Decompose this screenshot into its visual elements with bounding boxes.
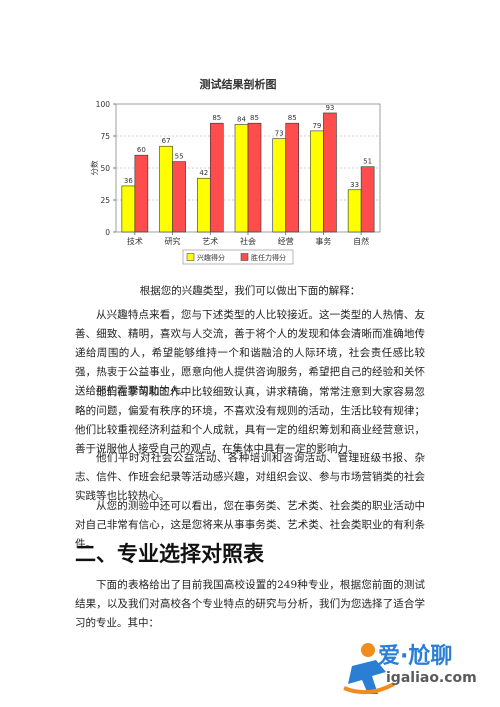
- y-tick-label: 100: [96, 100, 111, 109]
- bar-interest: [347, 189, 362, 233]
- y-tick-label: 75: [100, 132, 110, 141]
- bar-interest: [159, 145, 173, 233]
- x-tick-label: 事务: [315, 236, 331, 246]
- site-logo: 爱·尬聊 igaliao.com: [338, 636, 498, 702]
- data-label: 93: [325, 104, 334, 112]
- paragraph-2: 他们在学习和工作中比较细致认真，讲求精确，常常注意到大家容易忽略的问题，偏爱有秩…: [75, 386, 425, 455]
- chart: 测试结果剖析图 0 25 50 75 100 分数 36 60 技术 67 55 研究 42 85 艺术 84…: [88, 74, 388, 270]
- legend-swatch: [240, 253, 249, 261]
- x-tick-label: 技术: [127, 236, 143, 246]
- data-label: 85: [288, 114, 297, 122]
- bar-competence: [323, 112, 337, 233]
- data-label: 67: [162, 137, 171, 145]
- bar-competence: [285, 122, 300, 233]
- logo-url: igaliao.com: [386, 670, 477, 686]
- x-tick-label: 自然: [353, 236, 369, 246]
- legend-label: 胜任力得分: [251, 253, 286, 262]
- x-tick-label: 经营: [278, 236, 294, 246]
- data-label: 36: [124, 177, 133, 185]
- section-heading: 二、专业选择对照表: [75, 542, 264, 566]
- logo-name: 爱·尬聊: [378, 644, 453, 669]
- paragraph-4: 从您的测验中还可以看出，您在事务类、艺术类、社会类的职业活动中对自己非常有信心，…: [75, 500, 425, 550]
- y-tick-label: 25: [100, 196, 110, 205]
- bar-competence: [247, 122, 262, 233]
- data-label: 85: [212, 114, 221, 122]
- bar-interest: [234, 124, 249, 233]
- paragraph-1: 从兴趣特点来看，您与下述类型的人比较接近。这一类型的人热情、友善、细致、精明，喜…: [75, 309, 425, 397]
- x-tick-label: 艺术: [202, 236, 218, 246]
- data-label: 84: [237, 115, 246, 123]
- data-label: 55: [175, 153, 184, 161]
- data-label: 60: [137, 146, 146, 154]
- y-axis-label: 分数: [89, 160, 99, 175]
- data-label: 85: [250, 114, 259, 122]
- bar-interest: [310, 130, 324, 233]
- data-label: 51: [363, 158, 372, 166]
- bar-competence: [360, 166, 375, 233]
- bar-interest: [121, 185, 136, 233]
- bar-competence: [134, 154, 149, 233]
- intro-line: 根据您的兴趣类型，我们可以做出下面的解释：: [139, 285, 361, 297]
- chart-title: 测试结果剖析图: [199, 78, 277, 91]
- legend-swatch: [186, 253, 195, 261]
- y-tick-label: 0: [105, 228, 110, 237]
- x-tick-label: 社会: [240, 236, 256, 246]
- bar-competence: [209, 122, 224, 233]
- bar-interest: [196, 177, 211, 233]
- bar-competence: [172, 161, 186, 233]
- bar-interest: [272, 138, 287, 233]
- data-label: 79: [312, 122, 321, 130]
- data-label: 73: [275, 130, 284, 138]
- legend-box: [182, 249, 294, 265]
- x-tick-label: 研究: [165, 236, 181, 246]
- table-intro-paragraph: 下面的表格给出了目前我国高校设置的249种专业，根据您前面的测试结果，以及我们对…: [75, 579, 425, 629]
- runner-logo-icon: [343, 643, 395, 695]
- y-tick-label: 50: [100, 164, 110, 173]
- data-label: 42: [199, 169, 208, 177]
- chart-svg: 0 25 50 75 100 分数 36 60 技术 67 55 研究 42 85 艺术 84 85 社会 73 85…: [89, 100, 381, 265]
- paragraph-3: 他们平时对社会公益活动、各种培训和咨询活动、管理班级书报、杂志、信件、作班会纪录…: [75, 452, 425, 502]
- data-label: 33: [350, 181, 359, 189]
- legend-label: 兴趣得分: [197, 253, 225, 262]
